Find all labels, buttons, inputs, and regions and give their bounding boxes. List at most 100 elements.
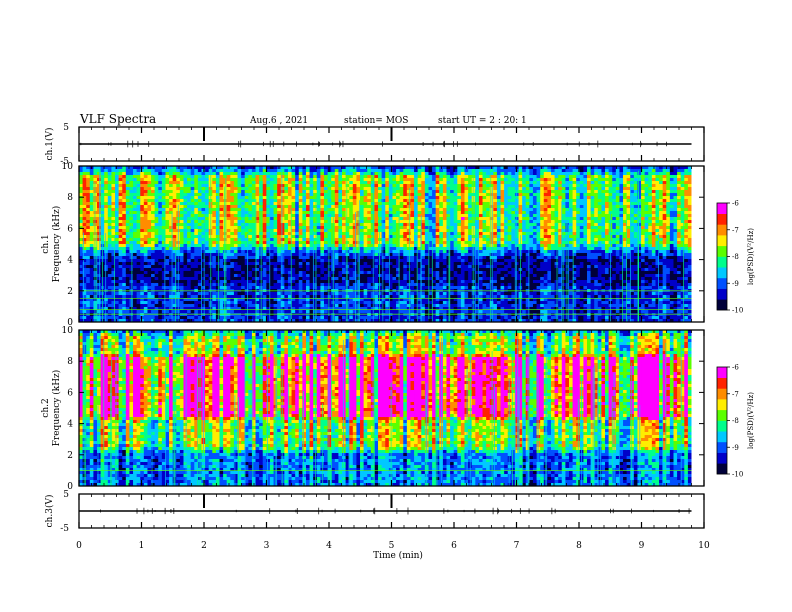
spectrogram-cell xyxy=(403,238,408,242)
spectrogram-cell xyxy=(212,190,217,194)
spectrogram-cell xyxy=(82,274,87,278)
spectrogram-cell xyxy=(388,214,393,218)
spectrogram-cell xyxy=(334,190,339,194)
spectrogram-cell xyxy=(158,250,163,254)
spectrogram-cell xyxy=(241,202,246,206)
spectrogram-cell xyxy=(298,229,303,233)
spectrogram-cell xyxy=(233,217,238,221)
spectrogram-cell xyxy=(298,190,303,194)
spectrogram-cell xyxy=(136,247,141,251)
spectrogram-cell xyxy=(197,229,202,233)
spectrogram-cell xyxy=(251,292,256,296)
spectrogram-cell xyxy=(360,265,365,269)
spectrogram-cell xyxy=(143,256,148,260)
spectrogram-cell xyxy=(197,304,202,308)
spectrogram-cell xyxy=(269,280,274,284)
spectrogram-cell xyxy=(277,277,282,281)
spectrogram-cell xyxy=(158,205,163,209)
spectrogram-cell xyxy=(324,301,328,305)
spectrogram-cell xyxy=(410,313,415,317)
spectrogram-cell xyxy=(388,259,393,263)
spectrogram-cell xyxy=(262,187,267,191)
spectrogram-cell xyxy=(388,187,393,191)
spectrogram-cell xyxy=(133,310,138,314)
spectrogram-cell xyxy=(233,271,238,275)
spectrogram-cell xyxy=(237,187,242,191)
spectrogram-cell xyxy=(147,283,152,287)
spectrogram-cell xyxy=(342,268,347,272)
spectrogram-cell xyxy=(219,235,224,239)
spectrogram-cell xyxy=(244,301,249,305)
spectrogram-cell xyxy=(147,319,152,323)
spectrogram-cell xyxy=(133,274,138,278)
spectrogram-cell xyxy=(316,259,321,263)
spectrogram-cell xyxy=(305,313,310,317)
spectrogram-cell xyxy=(133,256,138,260)
spectrogram-cell xyxy=(266,217,271,221)
spectrogram-cell xyxy=(313,196,318,200)
spectrogram-cell xyxy=(334,280,339,284)
spectrogram-cell xyxy=(169,166,174,170)
spectrogram-cell xyxy=(197,178,202,182)
spectrogram-cell xyxy=(367,172,372,176)
spectrogram-cell xyxy=(241,295,246,299)
spectrogram-cell xyxy=(107,208,112,212)
spectrogram-cell xyxy=(338,175,343,179)
spectrogram-cell xyxy=(183,298,188,302)
spectrogram-cell xyxy=(309,286,314,290)
spectrogram-cell xyxy=(219,307,224,311)
spectrogram-cell xyxy=(241,184,246,188)
spectrogram-cell xyxy=(237,217,242,221)
spectrogram-cell xyxy=(172,298,177,302)
spectrogram-cell xyxy=(269,307,274,311)
spectrogram-cell xyxy=(291,220,296,224)
spectrogram-cell xyxy=(125,232,130,236)
spectrogram-cell xyxy=(374,178,379,182)
spectrogram-cell xyxy=(381,229,386,233)
spectrogram-cell xyxy=(316,181,321,185)
spectrogram-cell xyxy=(396,214,401,218)
spectrogram-cell xyxy=(183,304,188,308)
spectrogram-cell xyxy=(183,172,188,176)
spectrogram-cell xyxy=(151,268,156,272)
spectrogram-cell xyxy=(100,178,105,182)
spectrogram-cell xyxy=(197,313,202,317)
spectrogram-cell xyxy=(93,277,98,281)
spectrogram-cell xyxy=(313,220,318,224)
spectrogram-cell xyxy=(417,214,422,218)
spectrogram-cell xyxy=(140,217,145,221)
spectrogram-cell xyxy=(241,268,246,272)
spectrogram-cell xyxy=(251,241,256,245)
spectrogram-cell xyxy=(86,292,91,296)
spectrogram-cell xyxy=(241,208,246,212)
spectrogram-cell xyxy=(215,235,220,239)
spectrogram-cell xyxy=(89,250,94,254)
spectrogram-cell xyxy=(223,238,228,242)
spectrogram-cell xyxy=(392,181,397,185)
spectrogram-cell xyxy=(151,178,156,182)
spectrogram-cell xyxy=(154,313,159,317)
spectrogram-cell xyxy=(79,202,83,206)
spectrogram-cell xyxy=(79,265,83,269)
spectrogram-cell xyxy=(223,166,228,170)
spectrogram-cell xyxy=(97,217,102,221)
spectrogram-cell xyxy=(349,208,354,212)
spectrogram-cell xyxy=(385,172,390,176)
spectrogram-cell xyxy=(320,268,325,272)
spectrogram-cell xyxy=(169,202,174,206)
spectrogram-cell xyxy=(262,304,267,308)
spectrogram-cell xyxy=(147,274,152,278)
spectrogram-cell xyxy=(205,220,210,224)
spectrogram-cell xyxy=(356,166,361,170)
spectrogram-cell xyxy=(237,265,242,269)
spectrogram-cell xyxy=(410,280,415,284)
spectrogram-cell xyxy=(309,181,314,185)
spectrogram-cell xyxy=(284,316,289,320)
spectrogram-cell xyxy=(385,211,390,215)
spectrogram-cell xyxy=(190,262,195,266)
spectrogram-cell xyxy=(352,265,357,269)
spectrogram-cell xyxy=(215,304,220,308)
spectrogram-cell xyxy=(406,310,411,314)
spectrogram-cell xyxy=(381,232,386,236)
spectrogram-cell xyxy=(338,307,343,311)
